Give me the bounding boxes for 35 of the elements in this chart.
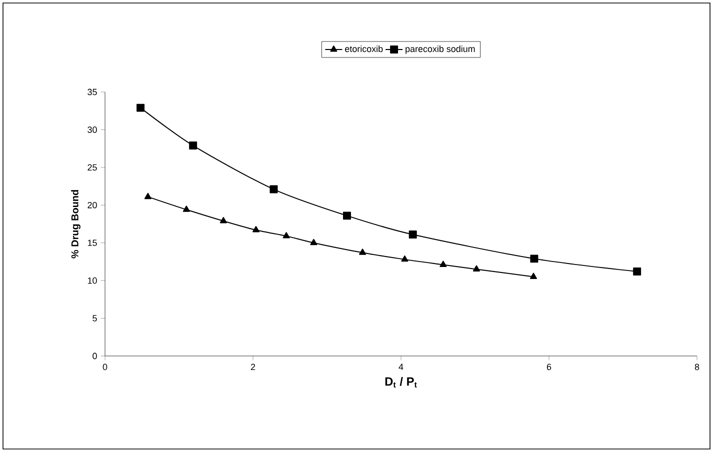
point <box>310 238 318 246</box>
y-tick-label: 35 <box>88 88 97 96</box>
x-tick-label: 2 <box>250 364 256 370</box>
y-axis-title: % Drug Bound <box>71 190 80 258</box>
x-tick-label: 4 <box>398 364 404 370</box>
point <box>270 185 278 194</box>
point <box>144 192 152 200</box>
point <box>530 254 538 263</box>
point <box>408 230 417 239</box>
point <box>472 265 480 272</box>
y-tick-label: 10 <box>88 277 97 284</box>
x-tick-label: 0 <box>102 364 108 370</box>
y-tick-label: 0 <box>92 352 97 360</box>
point <box>252 226 260 232</box>
point <box>189 142 198 150</box>
y-tick-label: 25 <box>88 164 97 171</box>
point <box>182 206 190 212</box>
point <box>359 248 366 255</box>
legend-label: etoricoxib <box>345 45 383 52</box>
point <box>282 232 290 238</box>
point <box>530 272 537 280</box>
point <box>401 255 408 262</box>
x-axis-title: D$_{t}$ / P$_{t}$ <box>385 376 417 388</box>
y-tick-label: 5 <box>92 315 97 322</box>
y-tick-label: 15 <box>88 240 97 246</box>
point <box>220 216 227 224</box>
y-tick-label: 20 <box>88 202 97 208</box>
point <box>633 268 642 276</box>
point <box>136 104 145 112</box>
x-tick-label: 6 <box>546 364 552 370</box>
legend-label: parecoxib sodium <box>406 45 475 54</box>
x-tick-label: 8 <box>694 364 700 370</box>
y-tick-label: 30 <box>88 126 97 133</box>
point <box>440 260 447 267</box>
point <box>343 212 351 220</box>
